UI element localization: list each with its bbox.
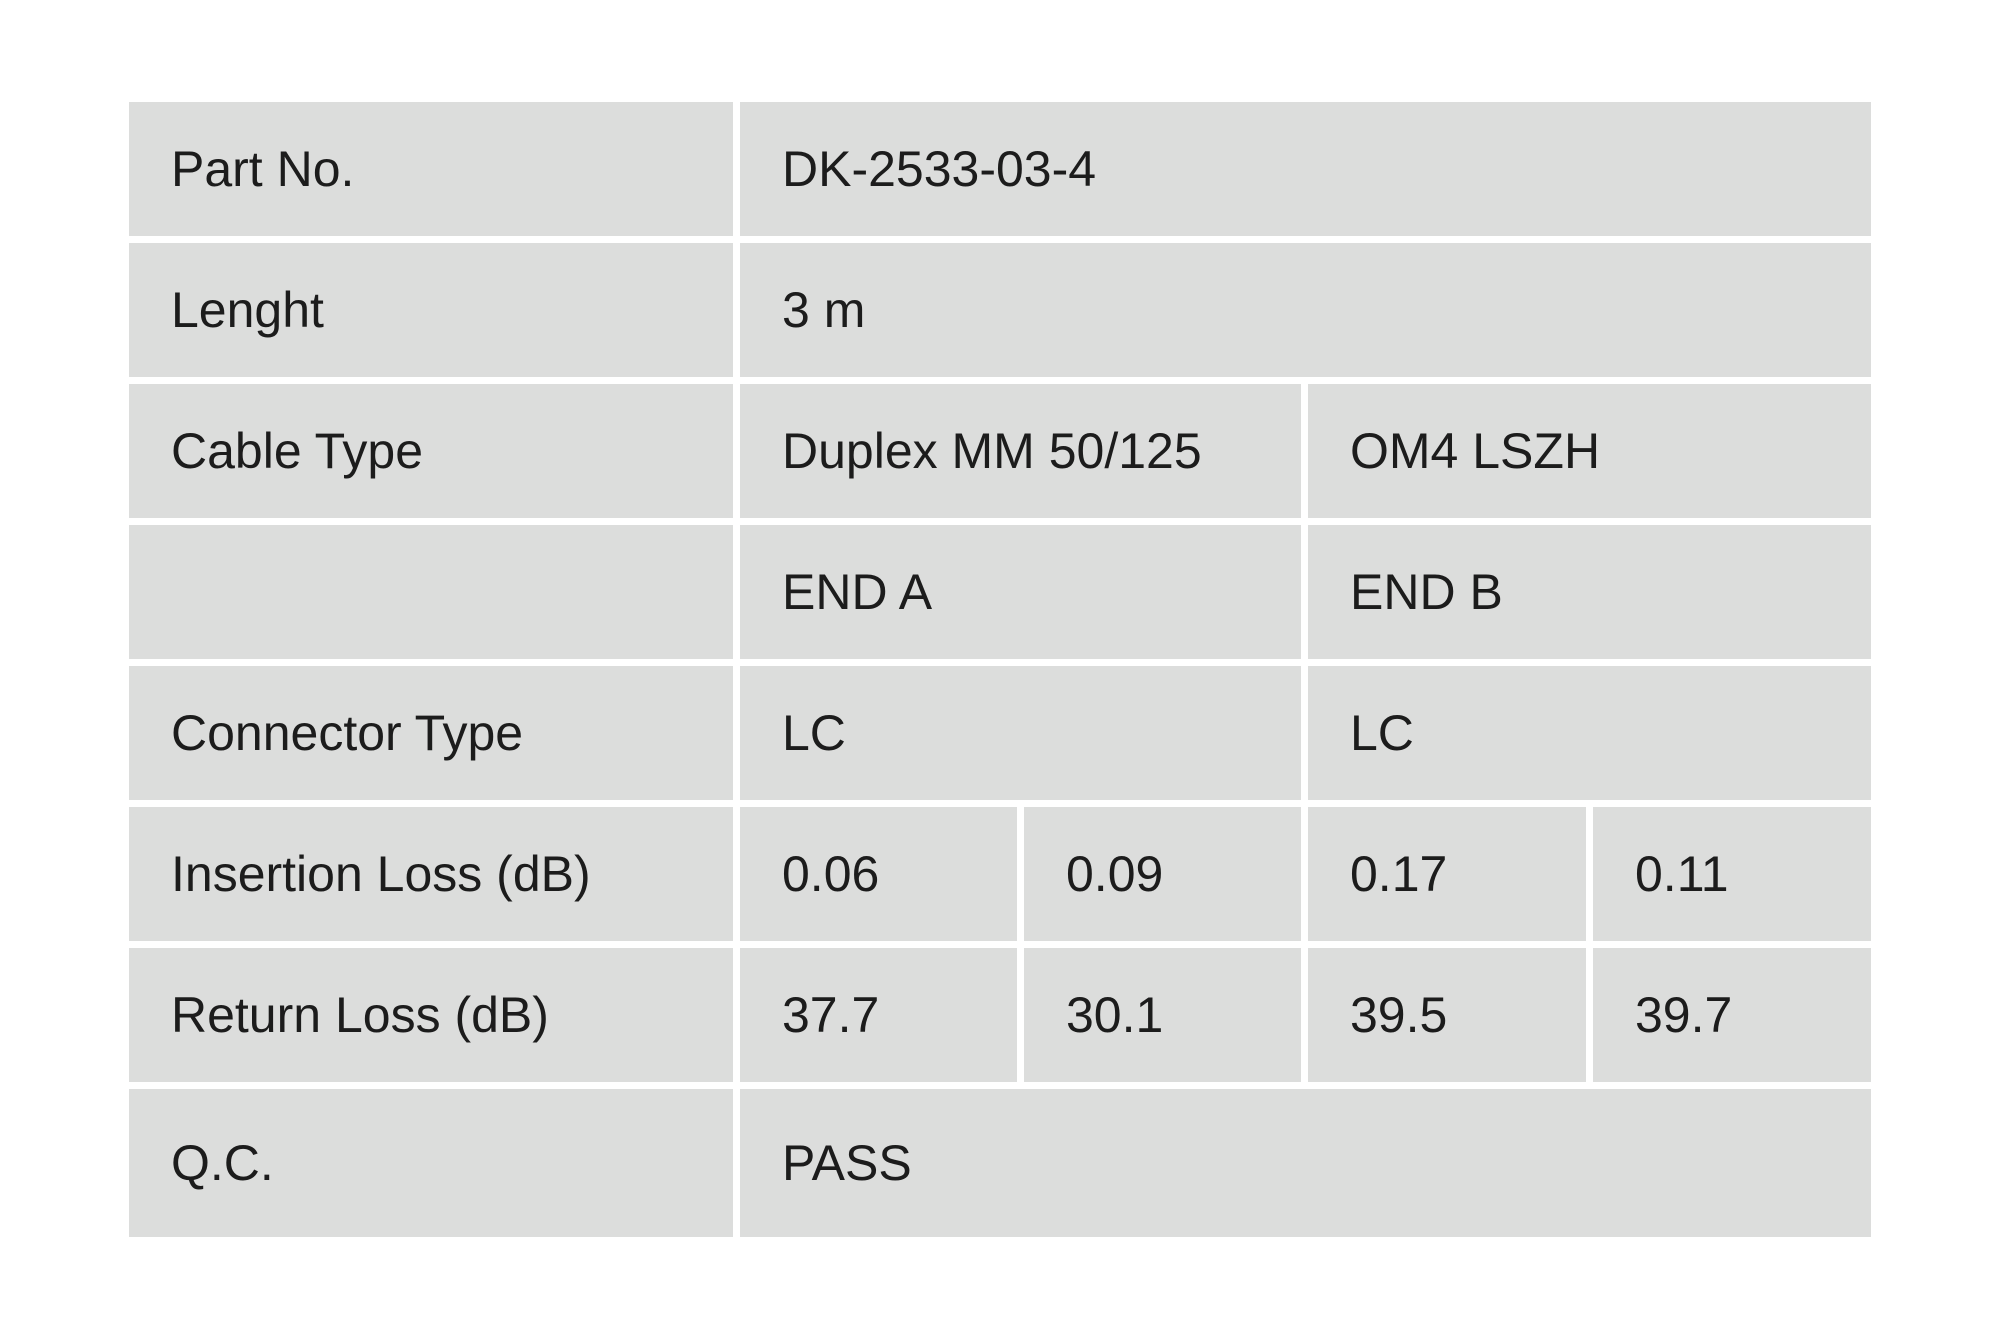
cable-type-value-a: Duplex MM 50/125 bbox=[740, 384, 1301, 518]
cable-type-label: Cable Type bbox=[129, 384, 733, 518]
end-a-header: END A bbox=[740, 525, 1301, 659]
part-no-label: Part No. bbox=[129, 102, 733, 236]
return-loss-value: 39.7 bbox=[1593, 948, 1871, 1082]
connector-type-label: Connector Type bbox=[129, 666, 733, 800]
test-report-table: Part No. DK-2533-03-4 Lenght 3 m Cable T… bbox=[129, 102, 1871, 1237]
insertion-loss-value: 0.17 bbox=[1308, 807, 1586, 941]
qc-value: PASS bbox=[740, 1089, 1871, 1237]
insertion-loss-value: 0.06 bbox=[740, 807, 1017, 941]
connector-type-end-a: LC bbox=[740, 666, 1301, 800]
insertion-loss-value: 0.11 bbox=[1593, 807, 1871, 941]
qc-label: Q.C. bbox=[129, 1089, 733, 1237]
return-loss-value: 39.5 bbox=[1308, 948, 1586, 1082]
end-b-header: END B bbox=[1308, 525, 1871, 659]
insertion-loss-value: 0.09 bbox=[1024, 807, 1301, 941]
return-loss-value: 30.1 bbox=[1024, 948, 1301, 1082]
connector-type-end-b: LC bbox=[1308, 666, 1871, 800]
part-no-value: DK-2533-03-4 bbox=[740, 102, 1871, 236]
cable-type-value-b: OM4 LSZH bbox=[1308, 384, 1871, 518]
insertion-loss-label: Insertion Loss (dB) bbox=[129, 807, 733, 941]
return-loss-value: 37.7 bbox=[740, 948, 1017, 1082]
ends-label bbox=[129, 525, 733, 659]
length-value: 3 m bbox=[740, 243, 1871, 377]
return-loss-label: Return Loss (dB) bbox=[129, 948, 733, 1082]
length-label: Lenght bbox=[129, 243, 733, 377]
